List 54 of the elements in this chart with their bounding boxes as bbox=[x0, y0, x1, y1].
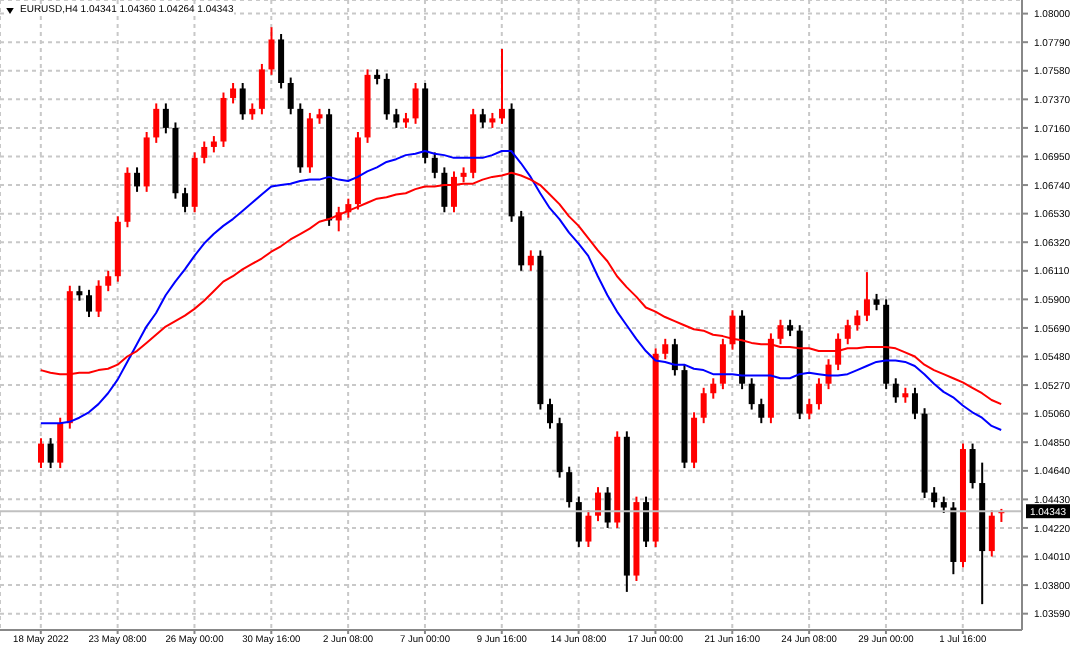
candlestick bbox=[566, 465, 573, 509]
candlestick bbox=[604, 486, 611, 529]
candlestick bbox=[575, 495, 582, 548]
candlestick bbox=[719, 337, 726, 391]
candlestick bbox=[844, 318, 851, 346]
candlestick bbox=[777, 318, 784, 346]
candlestick bbox=[806, 397, 813, 421]
candlestick bbox=[835, 332, 842, 372]
candlestick bbox=[710, 377, 717, 400]
candlestick bbox=[700, 386, 707, 425]
candlestick bbox=[691, 411, 698, 470]
candlestick bbox=[383, 72, 390, 121]
candlestick bbox=[162, 102, 169, 135]
candlestick bbox=[230, 82, 237, 105]
candlestick bbox=[595, 486, 602, 523]
candlestick bbox=[134, 166, 141, 193]
candlestick bbox=[153, 102, 160, 144]
candlestick bbox=[527, 249, 534, 272]
candlestick bbox=[498, 47, 505, 125]
candlestick bbox=[931, 486, 938, 509]
candlestick bbox=[105, 269, 112, 293]
candlestick bbox=[863, 271, 870, 323]
candlestick bbox=[758, 397, 765, 425]
candlestick bbox=[643, 495, 650, 548]
candlestick bbox=[393, 107, 400, 129]
candlestick bbox=[815, 377, 822, 411]
candlestick bbox=[220, 91, 227, 148]
candlestick bbox=[258, 62, 265, 116]
candlestick bbox=[479, 107, 486, 129]
candlestick bbox=[38, 437, 44, 470]
candlestick bbox=[57, 416, 64, 470]
candlestick bbox=[892, 377, 899, 404]
candlestick bbox=[278, 33, 285, 90]
candlestick bbox=[441, 166, 448, 214]
candlestick bbox=[287, 76, 294, 116]
candlestick bbox=[182, 186, 189, 214]
candlestick bbox=[95, 279, 102, 319]
candlestick bbox=[585, 509, 592, 548]
candlestick bbox=[911, 386, 918, 421]
candlestick bbox=[547, 397, 554, 430]
candlestick bbox=[854, 309, 861, 332]
candlestick bbox=[431, 151, 438, 180]
candlestick bbox=[268, 26, 275, 76]
candlestick bbox=[412, 82, 419, 125]
candlestick bbox=[201, 140, 208, 165]
candlestick bbox=[239, 82, 246, 121]
candlestick bbox=[662, 337, 669, 361]
candlestick bbox=[988, 509, 995, 558]
candlestick bbox=[748, 377, 755, 411]
candlestick bbox=[729, 309, 736, 351]
candlestick bbox=[47, 437, 54, 470]
candlestick bbox=[86, 288, 93, 319]
candlestick bbox=[671, 337, 678, 377]
candlestick bbox=[969, 442, 976, 490]
